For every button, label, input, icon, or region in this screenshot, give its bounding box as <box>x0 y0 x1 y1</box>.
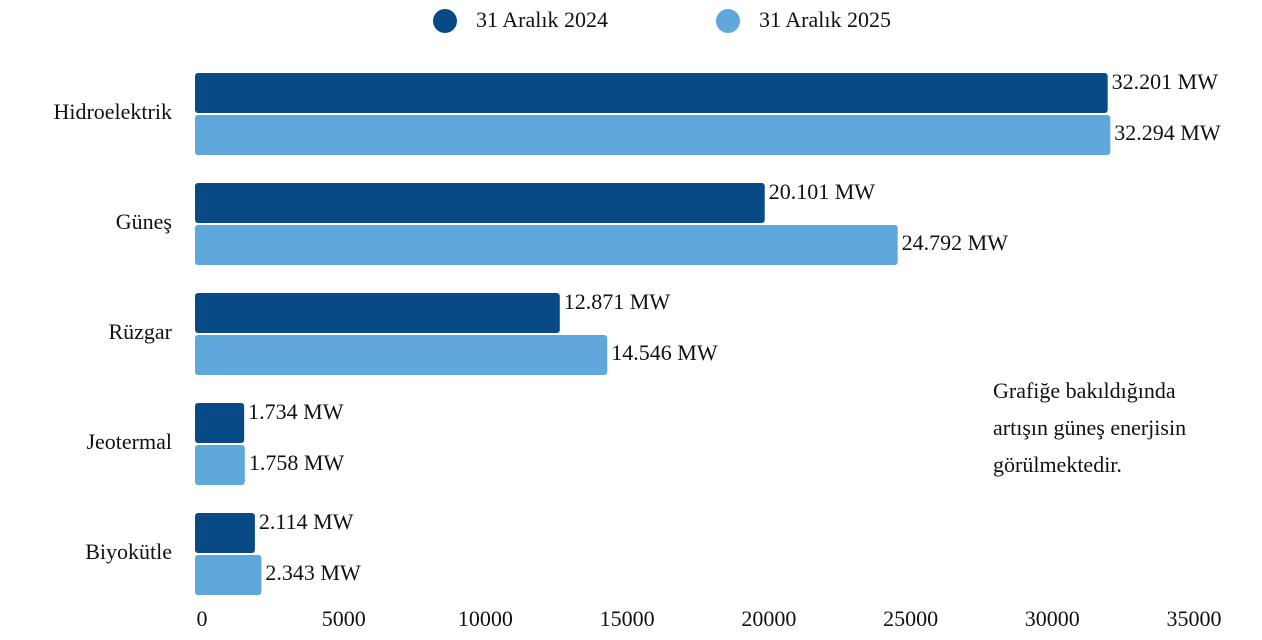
bar <box>195 335 608 375</box>
value-label: 24.792 MW <box>902 230 1009 255</box>
x-tick-label: 15000 <box>600 606 655 631</box>
value-label: 20.101 MW <box>769 179 876 204</box>
x-tick-label: 25000 <box>883 606 938 631</box>
annotation: görülmektedir. <box>993 452 1122 477</box>
value-label: 2.114 MW <box>259 509 354 534</box>
x-tick-label: 5000 <box>322 606 366 631</box>
value-label: 32.294 MW <box>1114 120 1221 145</box>
value-label: 12.871 MW <box>564 289 671 314</box>
bar <box>195 73 1108 113</box>
x-tick-label: 30000 <box>1025 606 1080 631</box>
value-label: 2.343 MW <box>265 560 361 585</box>
value-label: 14.546 MW <box>611 340 718 365</box>
x-tick-label: 35000 <box>1167 606 1222 631</box>
x-tick-label: 0 <box>197 606 208 631</box>
y-tick-label: Jeotermal <box>86 429 172 454</box>
legend-label: 31 Aralık 2024 <box>476 7 608 32</box>
bar <box>195 183 765 223</box>
bar <box>195 115 1111 155</box>
value-label: 32.201 MW <box>1112 69 1219 94</box>
legend-marker <box>716 9 740 33</box>
x-tick-label: 20000 <box>741 606 796 631</box>
value-label: 1.758 MW <box>249 450 345 475</box>
legend-marker <box>433 9 457 33</box>
bar <box>195 445 245 485</box>
value-label: 1.734 MW <box>248 399 344 424</box>
x-tick-label: 10000 <box>458 606 513 631</box>
bar <box>195 513 255 553</box>
y-tick-label: Hidroelektrik <box>53 99 172 124</box>
bar <box>195 403 245 443</box>
y-tick-label: Güneş <box>116 209 172 234</box>
y-tick-label: Rüzgar <box>108 319 172 344</box>
legend-label: 31 Aralık 2025 <box>759 7 891 32</box>
annotation: Grafiğe bakıldığında <box>993 378 1176 403</box>
bar <box>195 293 560 333</box>
annotation: artışın güneş enerjisin <box>993 415 1186 440</box>
bar <box>195 225 898 265</box>
y-tick-label: Biyokütle <box>85 539 172 564</box>
bar <box>195 555 262 595</box>
